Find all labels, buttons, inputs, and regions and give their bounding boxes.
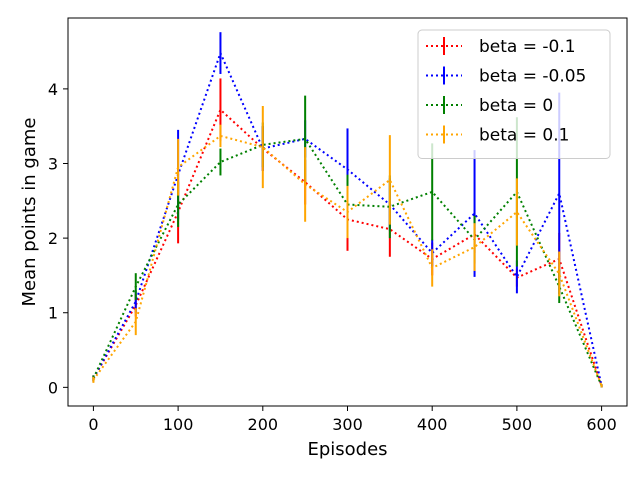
legend-item: beta = 0.1 [426,125,569,146]
x-axis-label: Episodes [307,439,387,460]
legend-item: beta = -0.1 [426,37,576,57]
x-tick-label: 0 [88,415,98,434]
y-tick-label: 0 [48,378,58,397]
legend-label: beta = -0.05 [479,67,586,87]
y-axis: 0 1 2 3 4 [48,80,68,397]
legend-box [417,29,611,159]
legend-item: beta = 0 [426,96,553,116]
y-tick-label: 2 [48,229,58,248]
x-tick-label: 300 [332,415,363,434]
series-layer [92,32,603,388]
legend-item: beta = -0.05 [426,66,586,87]
legend-label: beta = 0 [479,96,553,116]
legend-label: beta = 0.1 [479,126,569,146]
y-tick-label: 1 [48,304,58,323]
x-tick-label: 500 [502,415,533,434]
y-axis-label: Mean points in game [19,118,40,307]
y-tick-label: 4 [48,80,58,99]
x-tick-label: 600 [586,415,617,434]
x-tick-label: 200 [248,415,279,434]
x-tick-label: 400 [417,415,448,434]
x-tick-label: 100 [163,415,194,434]
legend-label: beta = -0.1 [479,37,576,57]
legend: beta = -0.1 beta = -0.05 beta = 0 beta = 0.… [417,29,611,159]
series-4 [92,106,603,388]
x-axis: 0 100 200 300 400 500 600 [88,406,617,434]
y-tick-label: 3 [48,155,58,174]
